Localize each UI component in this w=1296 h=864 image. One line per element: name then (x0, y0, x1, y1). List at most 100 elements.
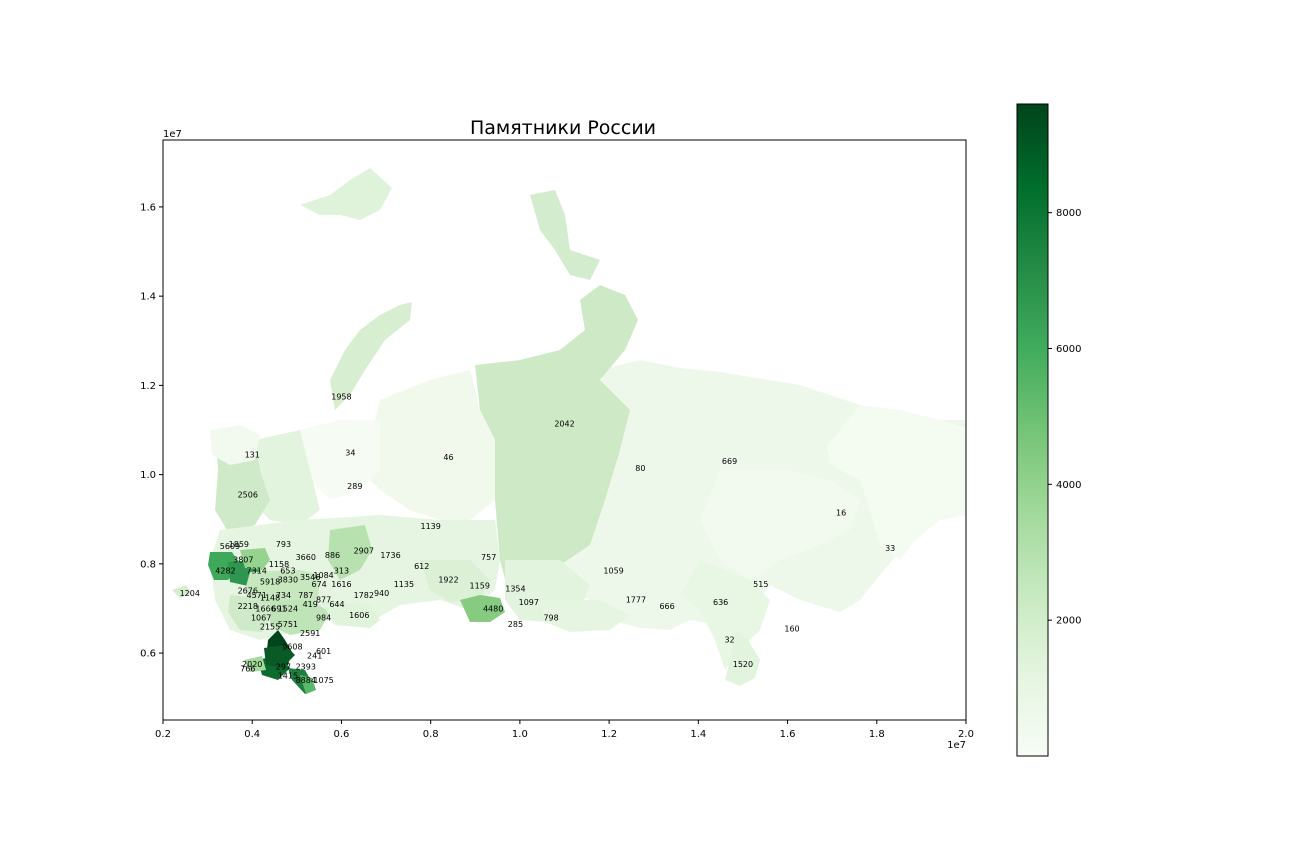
y-tick-label: 1.0 (140, 470, 156, 481)
region-value-label: 2042 (554, 419, 574, 428)
region-value-label: 757 (481, 553, 496, 562)
region-value-label: 793 (276, 540, 291, 549)
region-value-label: 297 (276, 662, 291, 671)
x-tick-label: 1.4 (690, 729, 706, 740)
region-value-label: 32 (724, 636, 734, 645)
region-value-label: 241 (307, 651, 322, 660)
region-kaliningrad (172, 585, 192, 598)
region-value-label: 3807 (233, 555, 253, 564)
region-value-label: 2506 (238, 491, 258, 500)
region-value-label: 33 (885, 544, 895, 553)
region-taymyr-top (530, 190, 600, 280)
region-value-label: 1059 (603, 567, 623, 576)
region-value-label: 2218 (238, 602, 258, 611)
region-value-label: 691 (271, 604, 286, 613)
region-value-label: 1075 (313, 676, 333, 685)
region-value-label: 653 (280, 567, 295, 576)
region-value-label: 1922 (438, 575, 458, 584)
region-value-label: 636 (713, 598, 728, 607)
region-sverdlovsk (328, 525, 372, 580)
y-tick-label: 0.6 (140, 649, 156, 660)
colorbar-tick-label: 2000 (1056, 616, 1081, 627)
region-volga (270, 600, 330, 635)
x-tick-label: 1.0 (512, 729, 528, 740)
map-regions (172, 168, 966, 694)
region-value-label: 669 (722, 457, 737, 466)
region-value-label: 1415 (278, 671, 298, 680)
colorbar-tick-label: 6000 (1056, 344, 1081, 355)
region-value-label: 1524 (278, 604, 298, 613)
region-value-label: 612 (414, 562, 429, 571)
region-value-label: 2591 (300, 629, 320, 638)
region-south-west (228, 595, 270, 632)
region-value-label: 1958 (331, 393, 351, 402)
region-value-label: 1148 (260, 593, 280, 602)
region-value-label: 3546 (300, 573, 320, 582)
region-value-label: 4571 (247, 591, 267, 600)
region-value-label: 2676 (238, 587, 258, 596)
region-value-label: 1097 (519, 598, 539, 607)
y-tick-label: 1.6 (140, 202, 156, 213)
region-value-label: 1520 (733, 660, 753, 669)
region-sakhalin (725, 630, 760, 686)
y-axis-exponent: 1e7 (163, 129, 182, 140)
x-tick-label: 2.0 (958, 729, 974, 740)
colorbar-tick-label: 4000 (1056, 480, 1081, 491)
region-value-label: 80 (635, 464, 645, 473)
region-value-label: 787 (298, 591, 313, 600)
region-yakutia (600, 360, 830, 570)
region-value-label: 160 (784, 625, 799, 634)
region-value-label: 46 (443, 453, 453, 462)
region-value-label: 644 (329, 600, 344, 609)
region-value-label: 877 (316, 596, 331, 605)
region-stavropol (300, 675, 316, 694)
region-franz-josef (300, 168, 392, 220)
region-value-label: 7314 (247, 567, 267, 576)
region-value-label: 984 (316, 613, 331, 622)
region-value-label: 1736 (380, 551, 400, 560)
region-novaya-zemlya (330, 302, 412, 410)
x-tick-label: 0.6 (333, 729, 349, 740)
region-value-label: 515 (753, 580, 768, 589)
region-value-label: 798 (543, 613, 558, 622)
region-value-label: 419 (303, 600, 318, 609)
region-value-label: 285 (508, 620, 523, 629)
region-value-label: 1606 (349, 611, 369, 620)
region-value-label: 5751 (278, 620, 298, 629)
region-value-label: 2020 (242, 660, 262, 669)
region-value-label: 766 (240, 665, 255, 674)
y-tick-label: 0.8 (140, 559, 156, 570)
chart-title: Памятники России (470, 117, 656, 139)
region-value-label: 1204 (180, 589, 200, 598)
region-value-label: 674 (311, 580, 326, 589)
region-value-label: 16 (836, 509, 846, 518)
region-value-label: 34 (345, 448, 355, 457)
region-central-green (240, 548, 270, 570)
region-value-label: 1158 (269, 560, 289, 569)
region-value-label: 1782 (354, 591, 374, 600)
colorbar-ticks: 2000 4000 6000 8000 (1048, 208, 1081, 627)
y-tick-label: 1.4 (140, 292, 156, 303)
x-tick-label: 0.4 (244, 729, 260, 740)
region-value-label: 3660 (296, 553, 316, 562)
x-axis-exponent: 1e7 (947, 740, 966, 751)
region-value-label: 1067 (251, 613, 271, 622)
region-value-label: 3830 (278, 575, 298, 584)
x-tick-label: 1.6 (780, 729, 796, 740)
region-tyumen (360, 370, 495, 520)
region-value-label: 5609 (220, 542, 240, 551)
region-value-label: 1135 (394, 580, 414, 589)
region-value-label: 601 (316, 647, 331, 656)
region-magadan (700, 470, 860, 580)
region-value-label: 666 (659, 602, 674, 611)
y-tick-label: 1.2 (140, 381, 156, 392)
region-value-label: 940 (374, 589, 389, 598)
x-tick-label: 1.8 (869, 729, 885, 740)
colorbar-tick-label: 8000 (1056, 208, 1081, 219)
region-south-light (244, 656, 266, 672)
x-axis-ticks: 0.2 0.4 0.6 0.8 1.0 1.2 1.4 1.6 1.8 2.0 (155, 720, 974, 740)
x-tick-label: 0.2 (155, 729, 171, 740)
region-murmansk (210, 425, 260, 465)
